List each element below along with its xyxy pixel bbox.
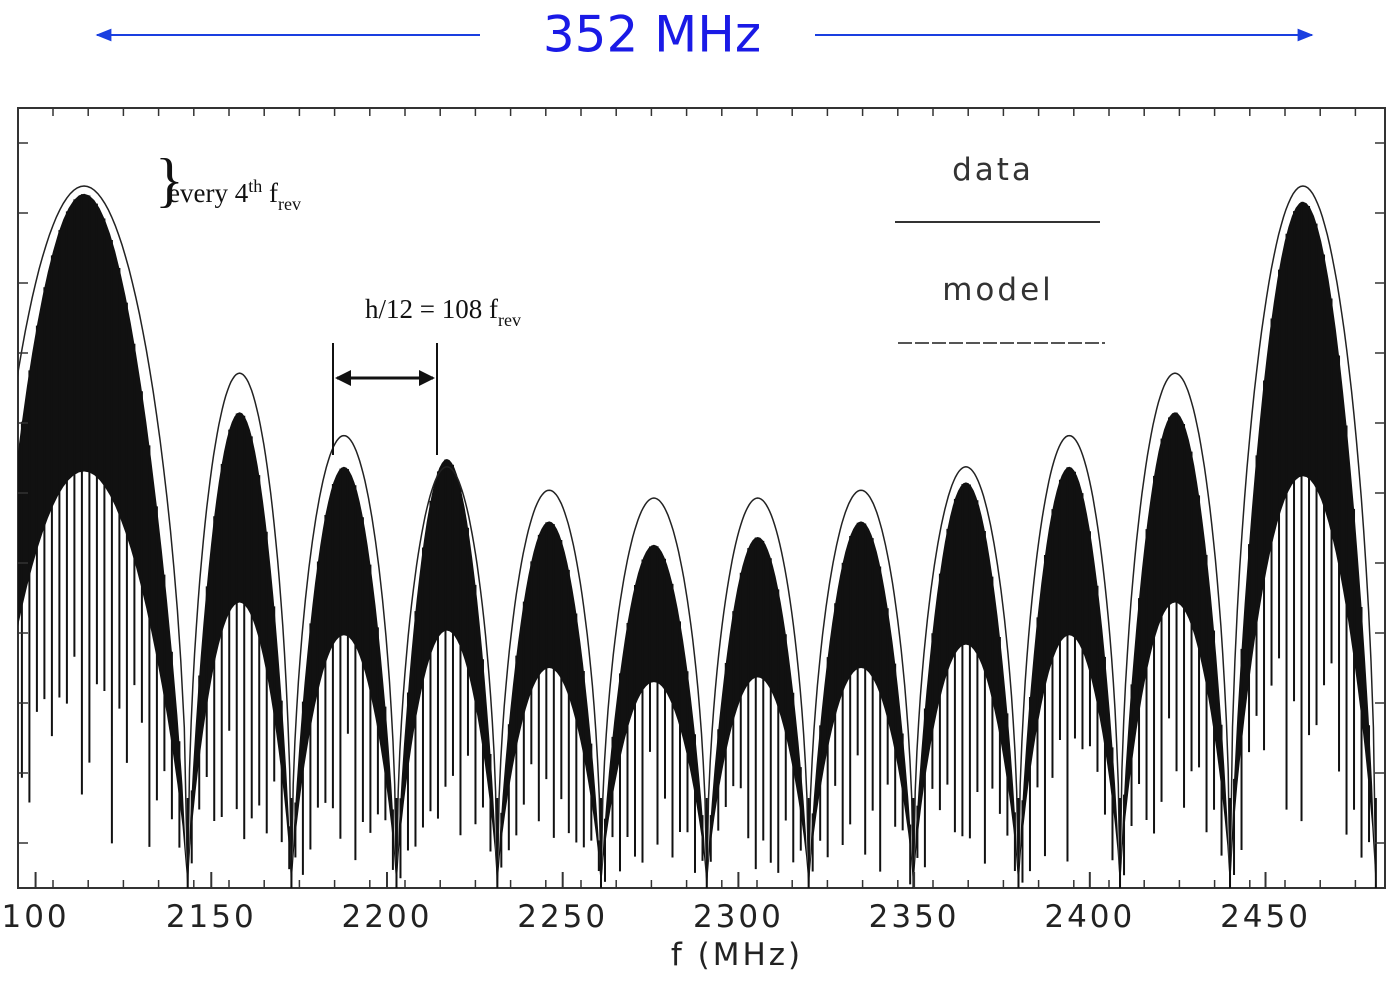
model-lobe: [290, 434, 398, 888]
model-lobe: [912, 466, 1020, 888]
data-lobe: [187, 412, 292, 888]
model-lobe: [1229, 185, 1377, 888]
x-tick-label: 2400: [1044, 899, 1135, 935]
x-tick-label: 2350: [869, 899, 960, 935]
annotation: every 4th frev: [168, 176, 301, 214]
data-envelope: [18, 193, 188, 888]
x-tick-label: 2150: [166, 899, 257, 935]
data-lobe: [18, 193, 188, 888]
data-lobe: [706, 537, 809, 888]
data-envelope: [913, 482, 1019, 888]
data-lobe: [497, 521, 601, 888]
data-envelope: [601, 544, 707, 888]
x-axis-label: f (MHz): [671, 937, 803, 973]
model-lobe: [395, 466, 499, 888]
plot-area: [18, 185, 1377, 888]
legend-label: data: [952, 152, 1034, 188]
data-envelope: [808, 521, 914, 888]
annotation: h/12 = 108 frev: [365, 294, 521, 330]
annotation-sub: rev: [278, 194, 301, 214]
annotation-text: every 4: [168, 178, 249, 208]
data-envelope: [396, 459, 498, 888]
axes: 100 2150 2200 2250 2300 2350 2400 2450: [1, 108, 1385, 935]
x-tick-label: 2200: [342, 899, 433, 935]
data-lobe: [913, 482, 1019, 888]
model-lobe: [186, 372, 293, 888]
model-lobe: [1119, 372, 1231, 888]
model-lobe: [18, 185, 189, 888]
x-tick-label: 2450: [1220, 899, 1311, 935]
data-envelope: [291, 466, 397, 888]
model-lobe: [496, 489, 602, 888]
x-tick-label: 100: [1, 899, 69, 935]
data-lobe: [1120, 412, 1230, 888]
data-envelope: [1018, 466, 1120, 888]
x-tick-label: 2250: [517, 899, 608, 935]
data-lobe: [1230, 201, 1376, 888]
chart-title: 352 MHz: [543, 6, 761, 64]
data-lobe: [1018, 466, 1120, 888]
model-lobe: [807, 489, 915, 888]
data-lobe: [396, 459, 498, 888]
model-lobe: [706, 497, 810, 888]
annotation-sub: rev: [498, 310, 521, 330]
x-tick-label: 2300: [693, 899, 784, 935]
annotation-sup: th: [248, 176, 262, 196]
data-envelope: [497, 521, 601, 888]
data-lobe: [601, 544, 707, 888]
data-lobe: [808, 521, 914, 888]
data-envelope: [187, 412, 292, 888]
annotation-text: h/12 = 108 f: [365, 294, 498, 324]
model-lobe: [1017, 434, 1121, 888]
brace: }: [155, 147, 184, 213]
legend-label: model: [942, 272, 1054, 308]
data-lobe: [291, 466, 397, 888]
model-lobe: [600, 497, 708, 888]
annotation-text: f: [262, 178, 278, 208]
